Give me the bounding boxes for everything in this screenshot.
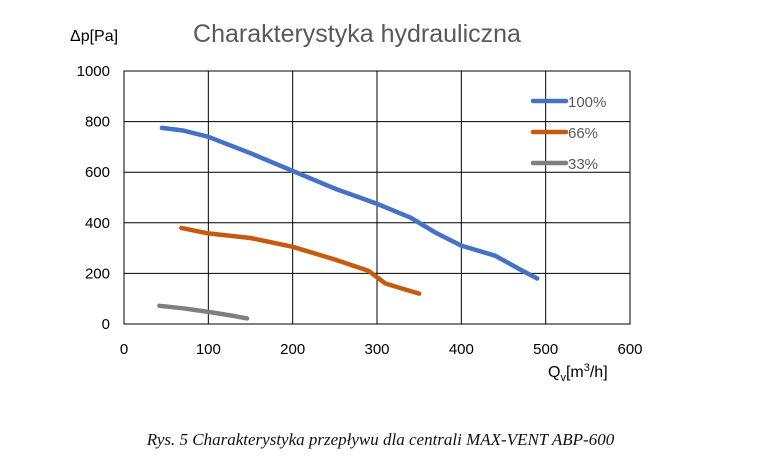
- figure-caption: Rys. 5 Charakterystyka przepływu dla cen…: [146, 430, 615, 449]
- chart-title: Charakterystyka hydrauliczna: [193, 20, 521, 48]
- series-lines: [157, 125, 540, 321]
- y-tick-label: 800: [85, 114, 110, 131]
- series-line-1: [179, 225, 422, 296]
- y-tick-labels: 0 200 400 600 800 1000: [77, 63, 110, 333]
- y-tick-label: 600: [85, 164, 110, 181]
- x-tick-label: 600: [617, 341, 642, 358]
- legend: 100% 66% 33%: [530, 94, 606, 173]
- gridlines: [124, 71, 630, 324]
- x-tick-label: 100: [196, 341, 221, 358]
- series-line-2: [157, 303, 250, 321]
- legend-label-1: 66%: [568, 125, 598, 142]
- legend-label-0: 100%: [568, 94, 606, 111]
- x-tick-labels: 0 100 200 300 400 500 600: [120, 341, 643, 358]
- y-tick-label: 200: [85, 265, 110, 282]
- x-tick-label: 0: [120, 341, 128, 358]
- x-axis-label: Qv[m3/h]: [548, 362, 608, 384]
- x-tick-label: 300: [364, 341, 389, 358]
- x-tick-label: 200: [280, 341, 305, 358]
- series-line-0: [159, 125, 540, 281]
- y-tick-label: 0: [102, 316, 110, 333]
- legend-label-2: 33%: [568, 156, 598, 173]
- x-tick-label: 400: [449, 341, 474, 358]
- x-tick-label: 500: [533, 341, 558, 358]
- y-tick-label: 400: [85, 215, 110, 232]
- y-axis-label: Δp[Pa]: [70, 28, 118, 45]
- hydraulic-characteristic-chart: 0 200 400 600 800 1000 0 100 200 300 400 500 600 10…: [70, 20, 643, 384]
- y-tick-label: 1000: [77, 63, 110, 80]
